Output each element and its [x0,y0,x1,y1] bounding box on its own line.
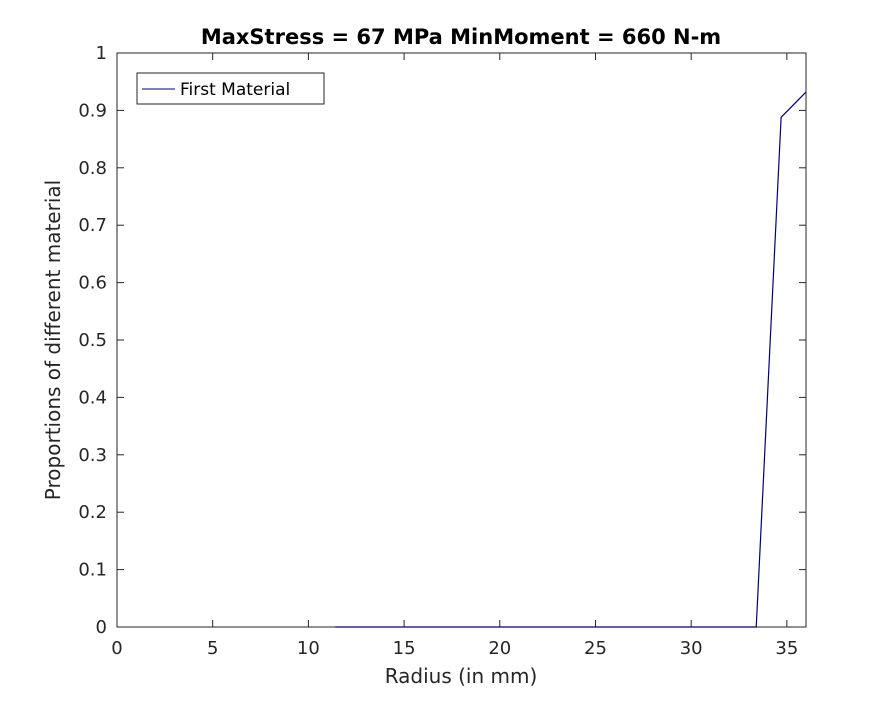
y-tick-label: 1 [96,43,107,64]
y-axis-ticks: 0 0.1 0.2 0.3 0.4 0.5 0.6 0.7 0.8 0.9 1 [78,43,806,638]
chart-title: MaxStress = 67 MPa MinMoment = 660 N-m [201,25,721,49]
x-axis-label: Radius (in mm) [385,664,538,688]
x-tick-label: 20 [488,638,511,659]
y-tick-label: 0.2 [78,502,107,523]
x-tick-label: 0 [111,638,122,659]
series-layer [335,91,807,628]
y-tick-label: 0 [96,617,107,638]
y-tick-label: 0.4 [78,387,107,408]
y-tick-label: 0.1 [78,560,107,581]
series-line-first-material [335,91,807,628]
x-tick-label: 15 [393,638,416,659]
x-axis-ticks: 0 5 10 15 20 25 30 35 [111,53,798,659]
y-tick-label: 0.3 [78,445,107,466]
x-tick-label: 30 [680,638,703,659]
y-tick-label: 0.7 [78,215,107,236]
x-tick-label: 5 [207,638,218,659]
y-tick-label: 0.5 [78,330,107,351]
legend-entry-first-material: First Material [180,80,290,100]
y-tick-label: 0.8 [78,158,107,179]
x-tick-label: 10 [297,638,320,659]
x-tick-label: 35 [775,638,798,659]
legend: First Material [136,72,325,105]
x-tick-label: 25 [584,638,607,659]
y-tick-label: 0.9 [78,100,107,121]
y-tick-label: 0.6 [78,273,107,294]
plot-area [116,52,807,628]
y-axis-label: Proportions of different material [41,180,65,500]
